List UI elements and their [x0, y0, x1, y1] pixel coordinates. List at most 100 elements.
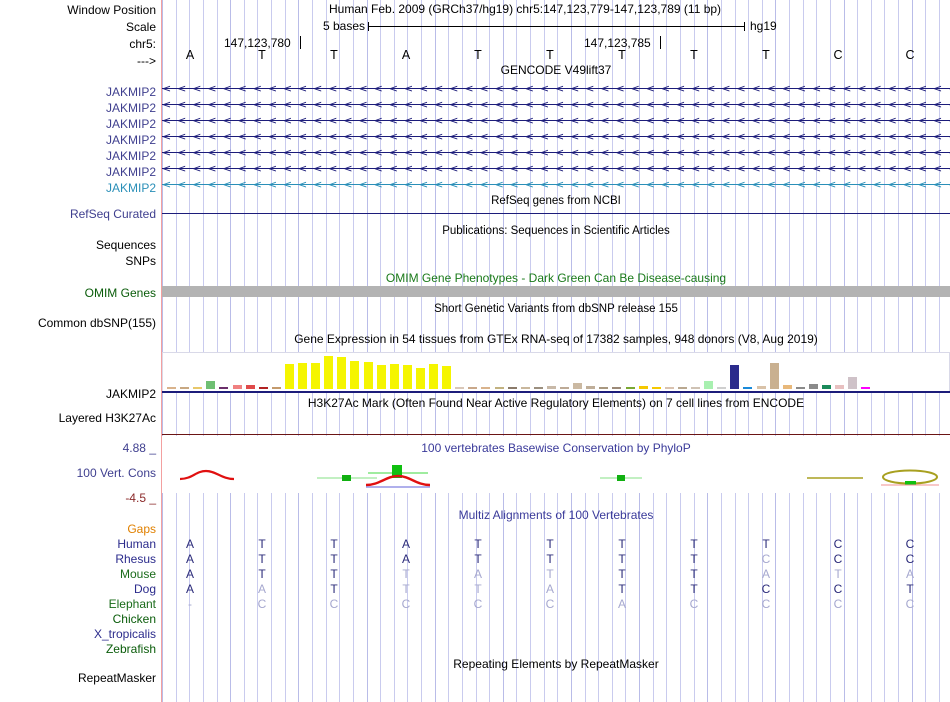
aln-base-dog-6: T — [618, 582, 626, 596]
label-gencode-row-1[interactable]: JAKMIP2 — [105, 101, 156, 115]
gtex-bar-46[interactable] — [769, 363, 779, 389]
gtex-bar-36[interactable] — [638, 386, 648, 389]
gtex-bar-5[interactable] — [232, 385, 242, 389]
data-panel[interactable]: Human Feb. 2009 (GRCh37/hg19) chr5:147,1… — [162, 0, 950, 702]
label-common-dbsnp[interactable]: Common dbSNP(155) — [37, 316, 156, 330]
label-gtex-gene[interactable]: JAKMIP2 — [105, 387, 156, 401]
gencode-transcript-row-2[interactable]: <<<<<<<<<<<<<<<<<<<<<<<<<<<<<<<<<<<<<<<<… — [162, 114, 950, 127]
gencode-transcript-row-6[interactable]: <<<<<<<<<<<<<<<<<<<<<<<<<<<<<<<<<<<<<<<<… — [162, 178, 950, 191]
label-layered-h3k27ac[interactable]: Layered H3K27Ac — [58, 411, 156, 425]
gtex-bar-29[interactable] — [546, 386, 556, 389]
label-gencode-row-2[interactable]: JAKMIP2 — [105, 117, 156, 131]
label-publications-snps[interactable]: SNPs — [125, 254, 156, 268]
label-gencode-row-0[interactable]: JAKMIP2 — [105, 85, 156, 99]
gtex-bar-45[interactable] — [756, 386, 766, 389]
gtex-bar-25[interactable] — [494, 387, 504, 389]
gtex-expression-chart[interactable] — [162, 352, 950, 392]
gtex-bar-37[interactable] — [651, 387, 661, 389]
gtex-bar-13[interactable] — [337, 356, 347, 389]
gtex-bar-47[interactable] — [782, 385, 792, 389]
label-omim-genes[interactable]: OMIM Genes — [84, 286, 156, 300]
label-chrom: chr5: — [129, 37, 156, 51]
gtex-bar-20[interactable] — [429, 364, 438, 389]
gtex-bar-23[interactable] — [468, 387, 478, 389]
label-species-human[interactable]: Human — [117, 537, 156, 551]
gtex-bar-27[interactable] — [520, 387, 530, 389]
gencode-transcript-row-3[interactable]: <<<<<<<<<<<<<<<<<<<<<<<<<<<<<<<<<<<<<<<<… — [162, 130, 950, 143]
gtex-bar-31[interactable] — [573, 383, 583, 389]
gtex-bar-22[interactable] — [455, 387, 465, 389]
gtex-bar-35[interactable] — [625, 387, 635, 389]
gtex-bar-33[interactable] — [599, 387, 609, 389]
gtex-bar-19[interactable] — [415, 368, 425, 389]
gtex-bar-53[interactable] — [861, 387, 871, 389]
omim-gene-bar[interactable] — [162, 286, 950, 297]
cons-feature-2 — [317, 475, 377, 481]
gtex-bar-51[interactable] — [835, 385, 845, 389]
label-gencode-row-6[interactable]: JAKMIP2 — [105, 181, 156, 195]
gtex-bar-12[interactable] — [324, 355, 334, 389]
label-refseq-curated[interactable]: RefSeq Curated — [69, 207, 156, 221]
gtex-bar-41[interactable] — [704, 380, 714, 389]
gtex-bar-52[interactable] — [848, 376, 858, 389]
label-species-x-tropicalis[interactable]: X_tropicalis — [93, 627, 156, 641]
refseq-gene-line[interactable] — [162, 213, 950, 214]
label-100-vert-cons[interactable]: 100 Vert. Cons — [76, 466, 156, 480]
gtex-bar-15[interactable] — [363, 361, 373, 389]
label-gencode-row-5[interactable]: JAKMIP2 — [105, 165, 156, 179]
gtex-bar-18[interactable] — [402, 365, 412, 389]
sequence-base-6: T — [618, 48, 626, 62]
gencode-transcript-row-4[interactable]: <<<<<<<<<<<<<<<<<<<<<<<<<<<<<<<<<<<<<<<<… — [162, 146, 950, 159]
sequence-base-5: T — [546, 48, 554, 62]
gtex-bar-17[interactable] — [389, 364, 399, 389]
gtex-bar-3[interactable] — [206, 380, 216, 389]
gtex-bar-40[interactable] — [691, 387, 700, 389]
gtex-bar-39[interactable] — [677, 387, 687, 389]
gtex-bar-48[interactable] — [795, 387, 805, 389]
label-species-mouse[interactable]: Mouse — [119, 567, 156, 581]
sequence-base-10: C — [905, 48, 915, 62]
gtex-bar-14[interactable] — [350, 360, 360, 389]
gtex-bar-10[interactable] — [298, 363, 307, 389]
gtex-bar-9[interactable] — [284, 364, 294, 389]
phylop-conservation-plot[interactable]: 100 vertebrates Basewise Conservation by… — [162, 436, 950, 493]
gencode-transcript-row-0[interactable]: <<<<<<<<<<<<<<<<<<<<<<<<<<<<<<<<<<<<<<<<… — [162, 82, 950, 95]
label-repeatmasker[interactable]: RepeatMasker — [77, 671, 156, 685]
gtex-bar-34[interactable] — [612, 387, 622, 389]
label-species-rhesus[interactable]: Rhesus — [115, 552, 156, 566]
gtex-bar-1[interactable] — [180, 387, 190, 389]
label-cons-max: 4.88 _ — [122, 441, 156, 455]
gtex-bar-50[interactable] — [822, 385, 831, 389]
gtex-bar-7[interactable] — [258, 387, 268, 389]
gtex-bar-42[interactable] — [717, 387, 727, 389]
gtex-bar-0[interactable] — [167, 387, 176, 389]
gtex-bar-44[interactable] — [743, 387, 753, 389]
gtex-bar-24[interactable] — [481, 387, 491, 389]
label-gencode-row-4[interactable]: JAKMIP2 — [105, 149, 156, 163]
label-species-chicken[interactable]: Chicken — [112, 612, 156, 626]
gtex-bar-43[interactable] — [730, 365, 740, 389]
label-gaps[interactable]: Gaps — [127, 522, 156, 536]
label-publications-sequences[interactable]: Sequences — [95, 238, 156, 252]
gencode-transcript-row-1[interactable]: <<<<<<<<<<<<<<<<<<<<<<<<<<<<<<<<<<<<<<<<… — [162, 98, 950, 111]
label-species-elephant[interactable]: Elephant — [108, 597, 156, 611]
gtex-bar-16[interactable] — [376, 365, 386, 389]
aln-base-rhesus-1: T — [258, 552, 266, 566]
label-gencode-row-3[interactable]: JAKMIP2 — [105, 133, 156, 147]
gtex-bar-49[interactable] — [808, 384, 818, 389]
gtex-bar-2[interactable] — [193, 387, 203, 389]
label-species-dog[interactable]: Dog — [133, 582, 156, 596]
gencode-transcript-row-5[interactable]: <<<<<<<<<<<<<<<<<<<<<<<<<<<<<<<<<<<<<<<<… — [162, 162, 950, 175]
gtex-bar-8[interactable] — [271, 387, 281, 389]
gtex-bar-6[interactable] — [245, 385, 255, 389]
gtex-bar-4[interactable] — [219, 387, 229, 389]
gtex-bar-28[interactable] — [533, 387, 543, 389]
gtex-bar-38[interactable] — [664, 387, 674, 389]
gtex-bar-26[interactable] — [507, 387, 517, 389]
title-conservation: 100 vertebrates Basewise Conservation by… — [421, 441, 691, 455]
gtex-bar-11[interactable] — [311, 363, 321, 389]
gtex-bar-32[interactable] — [586, 386, 596, 389]
label-species-zebrafish[interactable]: Zebrafish — [105, 642, 156, 656]
gtex-bar-21[interactable] — [442, 366, 452, 389]
gtex-bar-30[interactable] — [560, 387, 569, 389]
